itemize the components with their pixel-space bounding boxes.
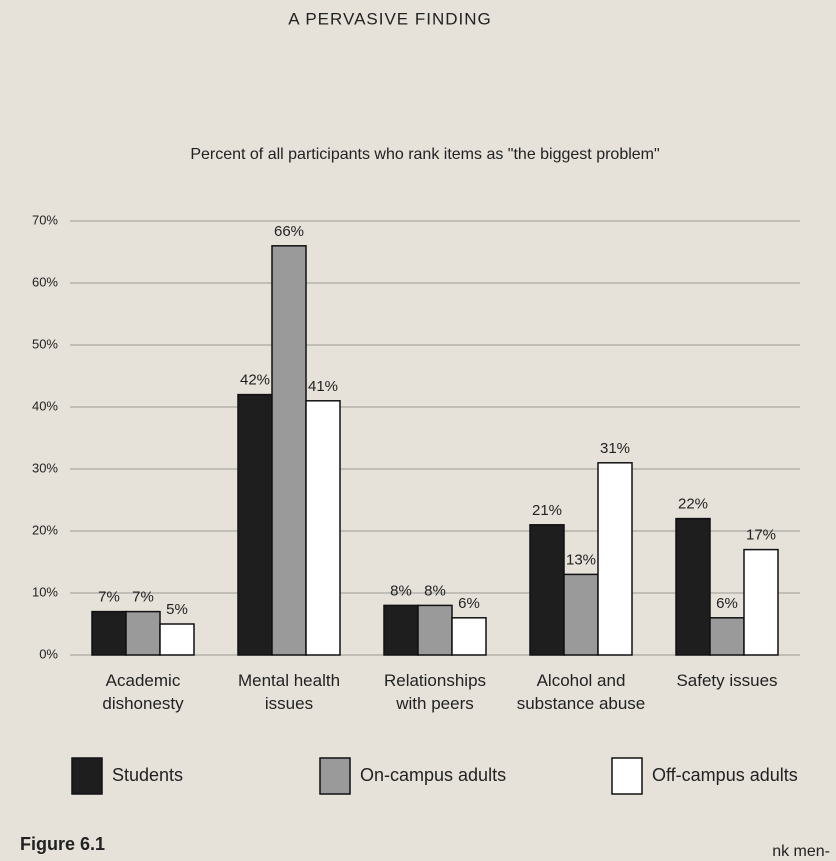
legend-swatch <box>611 757 643 795</box>
bar <box>675 517 711 656</box>
legend-swatch <box>71 757 103 795</box>
y-tick-label: 20% <box>32 522 58 537</box>
value-label: 31% <box>600 440 630 457</box>
y-tick-label: 60% <box>32 274 58 289</box>
bar <box>563 573 599 656</box>
legend-swatch <box>319 757 351 795</box>
figure-caption: Figure 6.1 <box>20 834 105 854</box>
y-tick-label: 0% <box>39 646 58 661</box>
y-tick-label: 30% <box>32 460 58 475</box>
y-tick-label: 50% <box>32 336 58 351</box>
bar <box>237 393 273 656</box>
legend-label: On-campus adults <box>360 765 506 785</box>
page-fragment: nk men- <box>772 843 830 860</box>
value-label: 22% <box>678 496 708 513</box>
bar <box>743 548 779 656</box>
value-label: 13% <box>566 551 596 568</box>
bar <box>125 610 161 656</box>
x-tick-label: Academic dishonesty <box>102 671 184 713</box>
bar <box>91 610 127 656</box>
bar <box>271 245 307 656</box>
x-tick-label: Relationships with peers <box>383 671 487 713</box>
bar <box>159 623 195 656</box>
value-label: 8% <box>424 582 446 599</box>
value-label: 6% <box>716 595 738 612</box>
value-label: 5% <box>166 601 188 618</box>
bar <box>597 462 633 656</box>
chart-subtitle: Percent of all participants who rank ite… <box>190 146 659 163</box>
bar <box>709 617 745 656</box>
y-tick-label: 40% <box>32 398 58 413</box>
y-tick-label: 10% <box>32 584 58 599</box>
bar <box>417 604 453 656</box>
bar <box>529 524 565 656</box>
x-tick-label: Alcohol and substance abuse <box>516 671 646 713</box>
value-label: 7% <box>98 589 120 606</box>
bar <box>451 617 487 656</box>
value-label: 41% <box>308 378 338 395</box>
x-tick-label: Mental health issues <box>237 671 341 713</box>
value-label: 42% <box>240 372 270 389</box>
value-label: 66% <box>274 223 304 240</box>
y-tick-label: 70% <box>32 212 58 227</box>
legend-label: Students <box>112 765 183 785</box>
legend-label: Off-campus adults <box>652 765 798 785</box>
value-label: 17% <box>746 527 776 544</box>
value-label: 8% <box>390 582 412 599</box>
value-label: 6% <box>458 595 480 612</box>
value-label: 7% <box>132 589 154 606</box>
bar <box>383 604 419 656</box>
chart-title: A PERVASIVE FINDING <box>288 9 492 28</box>
bar <box>305 400 341 656</box>
x-tick-label: Safety issues <box>676 671 778 690</box>
value-label: 21% <box>532 502 562 519</box>
